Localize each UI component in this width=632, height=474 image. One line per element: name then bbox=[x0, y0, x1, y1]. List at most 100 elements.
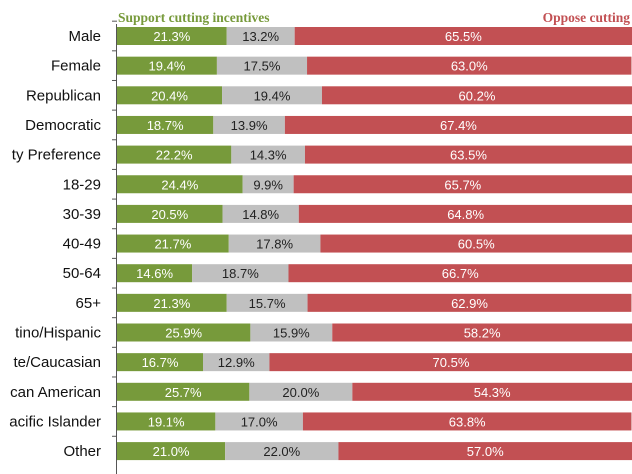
bar-segment bbox=[294, 27, 632, 45]
bar-segment bbox=[293, 175, 632, 194]
category-label: Other bbox=[63, 443, 101, 460]
bar-segment bbox=[307, 293, 632, 312]
data-label: 15.9% bbox=[273, 326, 310, 341]
bar-segment bbox=[249, 382, 353, 401]
data-label: 25.9% bbox=[165, 326, 202, 341]
bar-segment bbox=[117, 115, 214, 134]
data-label: 54.3% bbox=[474, 385, 511, 400]
data-label: 64.8% bbox=[447, 207, 484, 222]
bar-segment bbox=[304, 145, 632, 164]
data-label: 57.0% bbox=[467, 444, 504, 459]
bar-segment bbox=[117, 293, 227, 312]
data-label: 13.2% bbox=[242, 29, 279, 44]
legend-support-cutting: Support cutting incentives bbox=[118, 10, 270, 25]
data-label: 67.4% bbox=[440, 118, 477, 133]
data-label: 22.2% bbox=[156, 148, 193, 163]
data-label: 17.8% bbox=[256, 237, 293, 252]
category-label: acific Islander bbox=[9, 413, 101, 430]
data-label: 62.9% bbox=[451, 296, 488, 311]
data-label: 9.9% bbox=[253, 177, 283, 192]
data-label: 19.4% bbox=[254, 88, 291, 103]
data-label: 14.3% bbox=[250, 148, 287, 163]
data-label: 63.5% bbox=[450, 148, 487, 163]
category-label: 18-29 bbox=[63, 176, 101, 193]
bar-segment bbox=[203, 353, 270, 372]
bar-segment bbox=[302, 412, 632, 431]
data-label: 60.2% bbox=[459, 88, 496, 103]
data-label: 20.0% bbox=[282, 385, 319, 400]
bar-segment bbox=[225, 442, 339, 461]
category-labels: Male Female Republican Democratic ty Prefere… bbox=[9, 28, 101, 460]
category-axis bbox=[112, 20, 117, 474]
bar-segment bbox=[269, 353, 632, 372]
data-label: 21.3% bbox=[153, 296, 190, 311]
data-label: 14.6% bbox=[136, 266, 173, 281]
category-label: Republican bbox=[26, 87, 101, 104]
bar-segment bbox=[284, 115, 632, 134]
bar-segment bbox=[117, 145, 232, 164]
bar-segment bbox=[117, 264, 193, 283]
category-label: can American bbox=[10, 384, 101, 401]
data-label: 19.4% bbox=[149, 59, 186, 74]
data-label: 22.0% bbox=[263, 444, 300, 459]
data-label: 63.0% bbox=[451, 59, 488, 74]
bar-segment bbox=[226, 293, 308, 312]
data-label: 65.7% bbox=[444, 177, 481, 192]
bar-segment bbox=[332, 323, 632, 342]
bar-segment bbox=[213, 115, 285, 134]
category-label: 30-39 bbox=[63, 206, 101, 223]
data-label: 58.2% bbox=[464, 326, 501, 341]
bar-segment bbox=[231, 145, 305, 164]
category-label: ty Preference bbox=[12, 147, 101, 164]
bar-segment bbox=[215, 412, 303, 431]
legend-oppose-cutting: Oppose cutting bbox=[543, 10, 631, 25]
data-label: 24.4% bbox=[161, 177, 198, 192]
data-label: 63.8% bbox=[449, 414, 486, 429]
data-label: 18.7% bbox=[147, 118, 184, 133]
bar-segment bbox=[117, 382, 250, 401]
bar-segment bbox=[117, 175, 243, 194]
category-label: 40-49 bbox=[63, 236, 101, 253]
bar-segment bbox=[321, 86, 632, 105]
data-label: 19.1% bbox=[148, 414, 185, 429]
data-label: 65.5% bbox=[445, 29, 482, 44]
data-label: 70.5% bbox=[433, 355, 470, 370]
data-label: 25.7% bbox=[165, 385, 202, 400]
category-label: tino/Hispanic bbox=[15, 325, 101, 342]
data-label: 14.8% bbox=[242, 207, 279, 222]
bar-segment bbox=[117, 442, 226, 461]
bar-segment bbox=[117, 86, 223, 105]
bar-segment bbox=[228, 234, 321, 253]
bar-segment bbox=[117, 412, 216, 431]
bars-area: 21.3% 13.2% 65.5% 19.4% 17.5% 63.0% 20.4% 19.4%… bbox=[117, 27, 632, 461]
category-label: 65+ bbox=[76, 295, 102, 312]
bar-segment bbox=[117, 204, 223, 223]
data-label: 20.4% bbox=[151, 88, 188, 103]
bar-segment bbox=[216, 56, 308, 75]
bar-segment bbox=[117, 27, 227, 45]
category-label: 50-64 bbox=[63, 265, 101, 282]
bar-segment bbox=[352, 382, 632, 401]
bar-segment bbox=[288, 264, 632, 283]
legend: Support cutting incentives Oppose cuttin… bbox=[118, 10, 630, 25]
category-label: Female bbox=[51, 58, 101, 75]
data-label: 66.7% bbox=[442, 266, 479, 281]
bar-segment bbox=[307, 56, 632, 75]
bar-segment bbox=[320, 234, 632, 253]
category-label: Male bbox=[68, 28, 101, 45]
data-label: 16.7% bbox=[142, 355, 179, 370]
bar-segment bbox=[242, 175, 294, 194]
bar-segment bbox=[117, 234, 229, 253]
data-label: 60.5% bbox=[458, 237, 495, 252]
data-label: 20.5% bbox=[151, 207, 188, 222]
data-label: 13.9% bbox=[231, 118, 268, 133]
bar-segment bbox=[222, 204, 299, 223]
bar-segment bbox=[192, 264, 289, 283]
category-label: te/Caucasian bbox=[13, 354, 101, 371]
bar-segment bbox=[298, 204, 632, 223]
bar-segment bbox=[117, 56, 217, 75]
data-label: 21.7% bbox=[154, 237, 191, 252]
data-label: 12.9% bbox=[218, 355, 255, 370]
bar-segment bbox=[222, 86, 322, 105]
